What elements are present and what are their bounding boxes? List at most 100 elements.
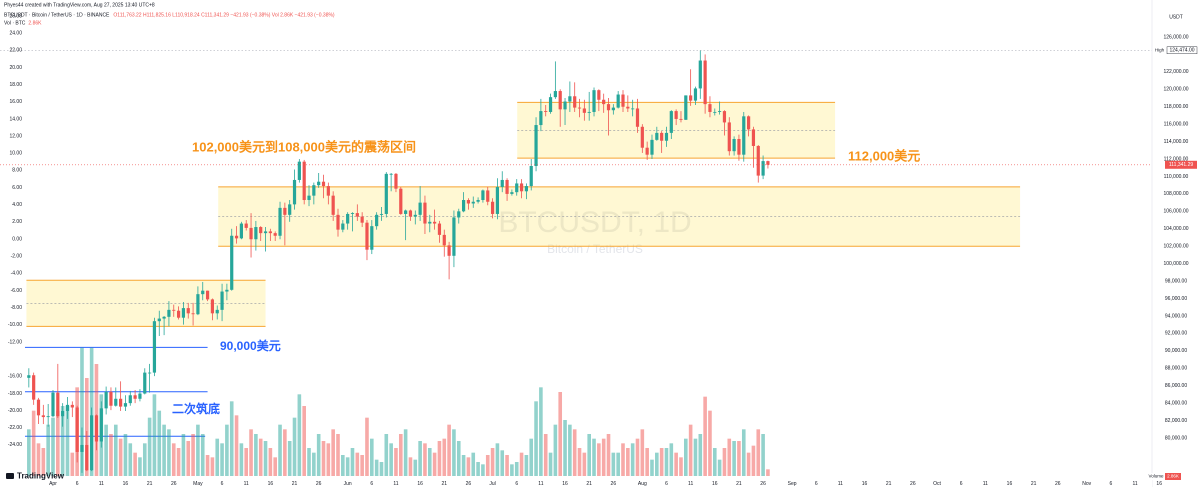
volume-tag-bg <box>1148 473 1164 480</box>
y-tick-label: 94,000.00 <box>1165 313 1187 319</box>
volume-bar <box>341 455 345 476</box>
candle-body <box>244 223 248 228</box>
volume-bar <box>162 424 166 476</box>
x-tick-label: 16 <box>862 481 868 487</box>
candle-body <box>196 294 200 315</box>
y2-tick-label: 20.00 <box>9 65 22 71</box>
candle-body <box>606 104 611 111</box>
candle-body <box>510 192 514 194</box>
y2-tick-label: -6.00 <box>11 288 23 294</box>
candle-body <box>718 111 722 112</box>
volume-bar <box>312 452 316 476</box>
volume-bar <box>688 424 693 476</box>
volume-value: 2.86K <box>28 20 42 26</box>
candle-body <box>99 408 103 442</box>
candle-body <box>457 211 461 218</box>
x-tick-label: 11 <box>244 481 249 487</box>
volume-bar <box>548 452 553 476</box>
candle-body <box>46 416 50 418</box>
candle-body <box>645 147 649 155</box>
volume-bar <box>205 455 210 476</box>
volume-bar <box>655 452 659 476</box>
candle-body <box>230 235 234 290</box>
candle-body <box>418 202 422 215</box>
x-tick-label: 21 <box>736 481 742 487</box>
volume-bar <box>331 429 335 476</box>
y2-tick-label: 26.00 <box>9 13 22 19</box>
candle-body <box>181 308 186 318</box>
candle-body <box>650 139 654 155</box>
y-tick-label: 104,000.00 <box>1163 226 1188 232</box>
candle-body <box>573 96 577 108</box>
volume-bar <box>220 443 224 476</box>
candle-body <box>167 309 171 317</box>
volume-bar <box>176 448 181 476</box>
x-tick-label: 21 <box>886 481 892 487</box>
symbol: BTCUSDT · Bitcoin / TetherUS · 1D · BINA… <box>4 12 110 18</box>
candle-body <box>539 111 543 126</box>
volume-bar <box>41 448 46 476</box>
volume-bar <box>345 457 350 476</box>
volume-bar <box>577 448 582 476</box>
volume-bar <box>751 445 756 476</box>
y2-tick-label: 10.00 <box>9 151 22 157</box>
volume-bar <box>674 452 678 476</box>
y2-tick-label: -12.00 <box>8 339 22 345</box>
candle-body <box>756 145 760 176</box>
candle-body <box>515 183 519 193</box>
volume-bar <box>582 452 587 476</box>
candle-body <box>674 111 678 119</box>
candle-body <box>288 204 292 215</box>
candle-body <box>631 108 635 110</box>
candle-body <box>148 372 152 374</box>
volume-bar <box>142 443 147 476</box>
y2-tick-label: 14.00 <box>9 116 22 122</box>
volume-bar <box>606 434 611 476</box>
y-tick-label: 88,000.00 <box>1165 366 1187 372</box>
candle-body <box>220 291 224 310</box>
candle-body <box>553 91 557 98</box>
y-tick-label: 126,000.00 <box>1163 34 1188 40</box>
x-tick-label: 11 <box>393 481 398 487</box>
volume-bar <box>191 434 195 476</box>
price-axis-bg <box>1152 0 1200 487</box>
y2-tick-label: -22.00 <box>8 425 22 431</box>
volume-bar <box>80 347 84 476</box>
volume-bar <box>326 443 331 476</box>
volume-bar <box>186 441 191 476</box>
volume-bar <box>60 406 65 476</box>
volume-bar <box>152 394 157 476</box>
candle-body <box>138 393 142 399</box>
volume-bar <box>365 417 369 476</box>
x-tick-label: 11 <box>1132 481 1137 487</box>
volume-bar <box>524 455 529 476</box>
candle-body <box>273 233 277 236</box>
candle-body <box>616 94 620 108</box>
candle-body <box>90 415 94 471</box>
y2-tick-label: 12.00 <box>9 133 22 139</box>
last-price-label: 111,341.29 <box>1169 162 1194 168</box>
volume-bar <box>640 429 645 476</box>
candle-body <box>119 398 123 407</box>
volume-bar <box>534 401 538 476</box>
credit: Phyes44 created with TradingView.com, Au… <box>4 2 155 8</box>
x-tick-label: 21 <box>292 481 298 487</box>
y-tick-label: 108,000.00 <box>1163 191 1188 197</box>
volume-bar <box>626 448 630 476</box>
y-tick-label: 120,000.00 <box>1163 87 1188 93</box>
volume-bar <box>321 441 326 476</box>
candle-body <box>722 111 727 123</box>
y-unit: USDT <box>1169 14 1183 20</box>
volume-bar <box>766 469 770 476</box>
volume-bar <box>572 429 577 476</box>
y2-tick-label: 18.00 <box>9 82 22 88</box>
x-tick-label: Apr <box>49 481 57 487</box>
x-tick-label: Jul <box>489 481 495 487</box>
volume-bar <box>761 434 765 476</box>
range-zone <box>26 280 266 327</box>
volume-bar <box>495 443 500 476</box>
volume-bar <box>379 462 384 476</box>
volume-bar <box>263 441 268 476</box>
candle-body <box>259 227 263 234</box>
candle-body <box>471 201 475 204</box>
